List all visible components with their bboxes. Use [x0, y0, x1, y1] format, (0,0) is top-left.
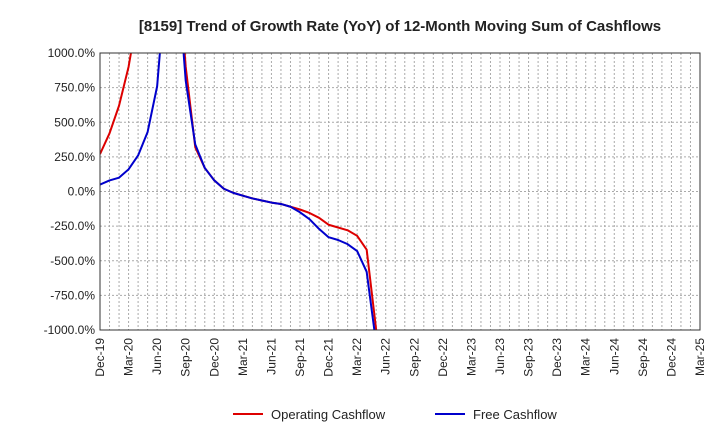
x-tick-label: Sep-22 — [407, 338, 421, 377]
y-tick-label: -250.0% — [50, 219, 95, 233]
legend: Operating Cashflow Free Cashflow — [233, 407, 557, 422]
x-tick-label: Mar-25 — [693, 338, 707, 376]
chart-title: [8159] Trend of Growth Rate (YoY) of 12-… — [139, 18, 661, 35]
y-tick-label: -750.0% — [50, 288, 95, 302]
y-tick-label: 0.0% — [68, 185, 96, 199]
x-tick-label: Dec-24 — [664, 338, 678, 377]
legend-label-free-cashflow: Free Cashflow — [473, 407, 557, 422]
x-tick-label: Dec-22 — [436, 338, 450, 377]
x-axis-ticks: Dec-19 Mar-20 Jun-20 Sep-20 Dec-20 Mar-21 Jun-… — [93, 338, 707, 377]
x-tick-label: Sep-24 — [636, 338, 650, 377]
x-tick-label: Jun-21 — [264, 338, 278, 375]
plot-border — [99, 52, 701, 331]
legend-label-operating-cashflow: Operating Cashflow — [271, 407, 386, 422]
series-lines — [100, 53, 378, 330]
series-line-free-cashflow — [100, 53, 376, 330]
x-tick-label: Dec-20 — [207, 338, 221, 377]
y-tick-label: -1000.0% — [44, 323, 96, 337]
x-tick-label: Jun-22 — [379, 338, 393, 375]
y-axis-ticks: 1000.0% 750.0% 500.0% 250.0% 0.0% -250.0% -500… — [44, 46, 96, 337]
x-tick-label: Mar-22 — [350, 338, 364, 376]
x-tick-label: Jun-24 — [607, 338, 621, 375]
x-tick-label: Jun-20 — [150, 338, 164, 375]
x-tick-label: Sep-20 — [179, 338, 193, 377]
x-tick-label: Dec-19 — [93, 338, 107, 377]
x-tick-label: Sep-23 — [522, 338, 536, 377]
x-tick-label: Mar-24 — [579, 338, 593, 376]
y-tick-label: 1000.0% — [48, 46, 96, 60]
x-tick-label: Mar-23 — [464, 338, 478, 376]
y-tick-label: -500.0% — [50, 254, 95, 268]
x-tick-label: Dec-23 — [550, 338, 564, 377]
y-tick-label: 250.0% — [54, 150, 95, 164]
x-tick-label: Dec-21 — [322, 338, 336, 377]
x-tick-label: Jun-23 — [493, 338, 507, 375]
y-tick-label: 500.0% — [54, 115, 95, 129]
x-tick-label: Mar-21 — [236, 338, 250, 376]
x-tick-label: Mar-20 — [122, 338, 136, 376]
y-tick-label: 750.0% — [54, 81, 95, 95]
x-tick-label: Sep-21 — [293, 338, 307, 377]
